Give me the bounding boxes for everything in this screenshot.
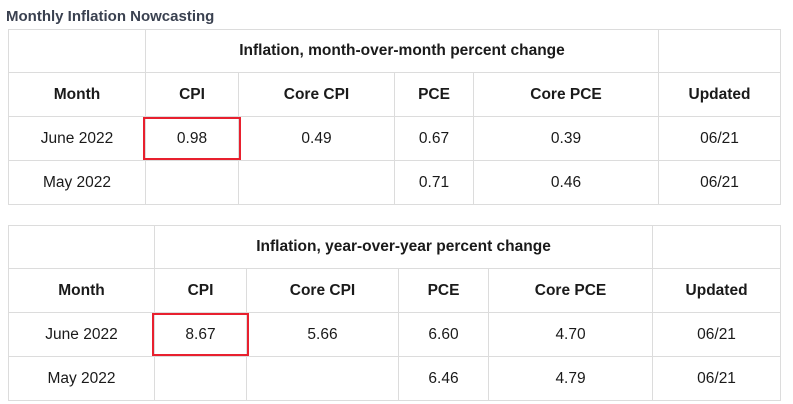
table-caption: Inflation, year-over-year percent change [153, 225, 654, 269]
updated-cell: 06/21 [658, 160, 782, 205]
core-cpi-cell: 5.66 [246, 312, 399, 357]
pce-cell: 0.71 [394, 160, 474, 205]
updated-cell: 06/21 [652, 312, 782, 357]
cpi-cell-highlighted: 0.98 [143, 116, 241, 161]
core-cpi-cell: 0.49 [238, 116, 395, 161]
corner-cell [652, 225, 782, 269]
core-cpi-cell [246, 356, 399, 401]
page-title: Monthly Inflation Nowcasting [6, 8, 215, 25]
column-header-core-cpi: Core CPI [246, 268, 399, 313]
table-row: May 2022 0.71 0.46 06/21 [8, 160, 782, 205]
cpi-cell-highlighted: 8.67 [152, 312, 249, 357]
month-cell: May 2022 [8, 160, 146, 205]
column-header-pce: PCE [398, 268, 489, 313]
column-header-month: Month [8, 268, 155, 313]
column-header-updated: Updated [658, 72, 782, 117]
core-pce-cell: 0.39 [472, 116, 660, 161]
month-cell: June 2022 [8, 312, 155, 357]
core-pce-cell: 4.79 [487, 356, 654, 401]
mom-inflation-table: Inflation, month-over-month percent chan… [8, 29, 782, 205]
table-caption: Inflation, month-over-month percent chan… [144, 29, 660, 73]
cpi-cell [145, 160, 239, 205]
table-row: June 2022 0.98 0.49 0.67 0.39 06/21 [8, 116, 782, 161]
month-cell: May 2022 [8, 356, 155, 401]
corner-cell [8, 225, 155, 269]
corner-cell [658, 29, 782, 73]
core-pce-cell: 4.70 [487, 312, 654, 357]
cpi-cell [154, 356, 247, 401]
column-header-core-cpi: Core CPI [238, 72, 395, 117]
column-header-pce: PCE [394, 72, 474, 117]
column-header-cpi: CPI [154, 268, 247, 313]
pce-cell: 6.60 [398, 312, 489, 357]
updated-cell: 06/21 [658, 116, 782, 161]
core-cpi-cell [238, 160, 395, 205]
pce-cell: 6.46 [398, 356, 489, 401]
column-header-month: Month [8, 72, 146, 117]
updated-cell: 06/21 [652, 356, 782, 401]
column-header-cpi: CPI [145, 72, 239, 117]
column-header-updated: Updated [652, 268, 782, 313]
corner-cell [8, 29, 146, 73]
cpi-value: 8.67 [185, 325, 216, 343]
column-header-core-pce: Core PCE [487, 268, 654, 313]
table-row: May 2022 6.46 4.79 06/21 [8, 356, 782, 401]
month-cell: June 2022 [8, 116, 146, 161]
pce-cell: 0.67 [394, 116, 474, 161]
yoy-inflation-table: Inflation, year-over-year percent change… [8, 225, 782, 401]
cpi-value: 0.98 [176, 129, 208, 147]
core-pce-cell: 0.46 [472, 160, 660, 205]
column-header-core-pce: Core PCE [472, 72, 660, 117]
table-row: June 2022 8.67 5.66 6.60 4.70 06/21 [8, 312, 782, 357]
